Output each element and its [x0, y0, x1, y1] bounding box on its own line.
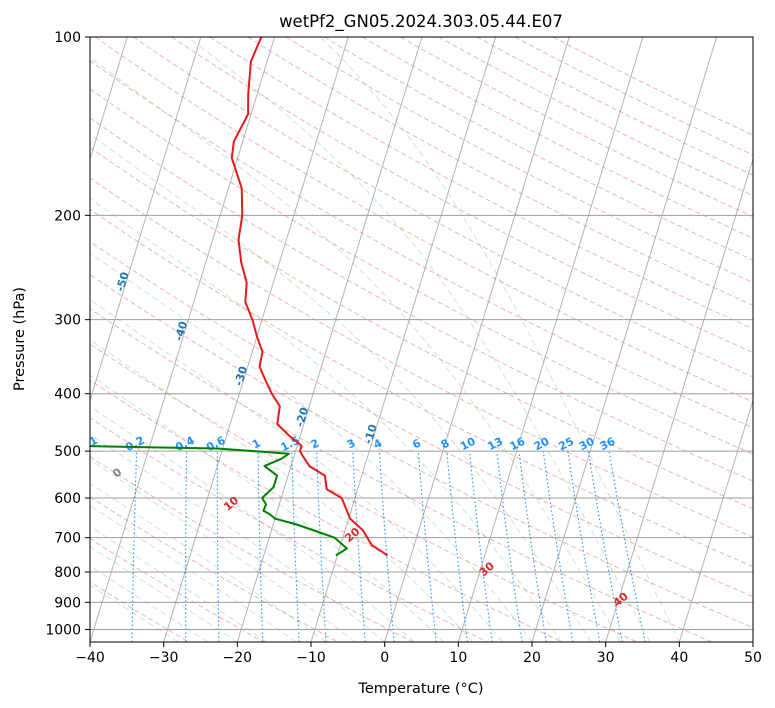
x-tick-label: 50 — [744, 650, 762, 666]
isotherm-line — [531, 37, 718, 642]
isotherm-label: -40 — [172, 319, 190, 342]
mixing-ratio-label: 16 — [508, 435, 528, 454]
moist-adiabat-line — [90, 299, 503, 642]
temperature-profile-line — [230, 37, 389, 557]
mixing-ratio-label: 30 — [577, 435, 597, 454]
dry-adiabat-line — [95, 37, 753, 403]
moist-adiabat-line — [186, 37, 651, 642]
isotherm-label: -20 — [293, 405, 311, 428]
mixing-ratio-label: 0.1 — [77, 434, 100, 454]
dewpoint-profile-line — [90, 445, 348, 557]
dry-adiabat-line — [400, 37, 753, 218]
isotherm-line — [90, 37, 202, 403]
isotherm-line — [384, 37, 570, 642]
moist-adiabat-line — [90, 459, 356, 642]
x-tick-label: 40 — [670, 650, 688, 666]
isotherm-line — [163, 37, 349, 642]
moist-adiabat-line — [90, 198, 562, 642]
moist-adiabat-line — [90, 374, 444, 642]
mixing-ratio-label: 36 — [598, 435, 618, 454]
mixing-ratio-line — [417, 451, 437, 642]
x-tick-label: −10 — [296, 650, 326, 666]
isotherm-label: -50 — [113, 270, 131, 293]
isotherm-line — [236, 37, 423, 642]
x-tick-label: −20 — [223, 650, 253, 666]
dry-adiabat-line — [90, 240, 753, 598]
isotherm-label: -30 — [232, 364, 250, 387]
isotherm-line — [605, 157, 753, 642]
mixing-ratio-line — [542, 451, 574, 642]
y-tick-label: 800 — [54, 565, 81, 581]
isotherms — [90, 37, 753, 642]
y-tick-label: 500 — [54, 444, 81, 460]
x-axis-title: Temperature (°C) — [357, 681, 483, 697]
y-axis-title: Pressure (hPa) — [12, 287, 28, 391]
x-axis: −40 −30 −20 −10 0 10 20 30 40 50 — [75, 642, 762, 666]
dry-adiabat-line — [90, 117, 753, 482]
plot-frame — [89, 36, 754, 643]
mixing-ratio-line — [608, 451, 646, 642]
mixing-ratio-line — [587, 451, 623, 642]
mixing-ratio-line — [446, 451, 469, 642]
x-tick-label: −40 — [75, 650, 105, 666]
isotherm-line — [457, 37, 644, 642]
mixing-ratio-label: 20 — [532, 435, 552, 454]
moist-adiabats — [90, 37, 680, 642]
mixing-ratio-line — [468, 451, 493, 642]
dry-adiabat-line — [285, 37, 753, 284]
dry-adiabat-line — [514, 37, 753, 156]
y-tick-label: 700 — [54, 531, 81, 547]
y-tick-label: 200 — [54, 208, 81, 224]
dry-adiabat-line — [90, 496, 339, 642]
mixing-ratio-lines — [90, 451, 646, 642]
pressure-gridlines — [90, 37, 753, 630]
y-tick-label: 400 — [54, 387, 81, 403]
profile-series — [90, 37, 389, 557]
dry-adiabat-line — [90, 177, 753, 538]
y-tick-label: 100 — [54, 30, 81, 46]
dry-adiabat-line — [90, 456, 414, 642]
y-axis: 100 200 300 400 500 600 700 800 900 1000 — [45, 30, 90, 638]
dry-adiabat-line — [90, 88, 753, 455]
moist-adiabat-line — [90, 405, 415, 642]
mixing-ratio-line — [496, 451, 523, 642]
dry-adiabat-line — [90, 308, 712, 642]
isotherm-line — [90, 37, 276, 642]
x-tick-label: −30 — [149, 650, 179, 666]
moist-adiabat-line — [90, 504, 297, 642]
isotherm-label: -10 — [362, 422, 380, 445]
moist-adiabat-line — [90, 252, 533, 642]
mixing-ratio-label: 10 — [458, 435, 478, 454]
x-tick-label: 20 — [523, 650, 541, 666]
mixing-ratio-label: 25 — [557, 435, 577, 454]
mixing-ratio-label: 13 — [485, 435, 505, 454]
x-tick-label: 30 — [597, 650, 615, 666]
dry-adiabat-line — [209, 37, 753, 330]
moist-adiabat-line — [90, 433, 386, 642]
y-tick-label: 300 — [54, 313, 81, 329]
isotherm-line — [310, 37, 497, 642]
isotherm-line — [678, 398, 753, 642]
dry-adiabat-line — [438, 37, 753, 197]
chart-title: wetPf2_GN05.2024.303.05.44.E07 — [279, 12, 563, 32]
moist-adiabat-line — [90, 482, 326, 642]
moist-adiabat-line — [90, 339, 474, 642]
mixing-ratio-line — [518, 451, 547, 642]
dry-adiabats — [90, 37, 753, 642]
dry-adiabat-line — [362, 37, 753, 239]
dry-adiabat-line — [90, 60, 753, 429]
dry-adiabat-line — [133, 37, 753, 378]
moist-adiabat-line — [320, 37, 680, 642]
isotherm-line — [90, 37, 128, 161]
y-tick-label: 1000 — [45, 622, 81, 638]
x-tick-label: 10 — [449, 650, 467, 666]
y-tick-label: 900 — [54, 595, 81, 611]
moist-adiabat-line — [90, 133, 592, 642]
mixing-ratio-line — [378, 451, 395, 642]
x-tick-label: 0 — [380, 650, 389, 666]
y-tick-label: 600 — [54, 491, 81, 507]
